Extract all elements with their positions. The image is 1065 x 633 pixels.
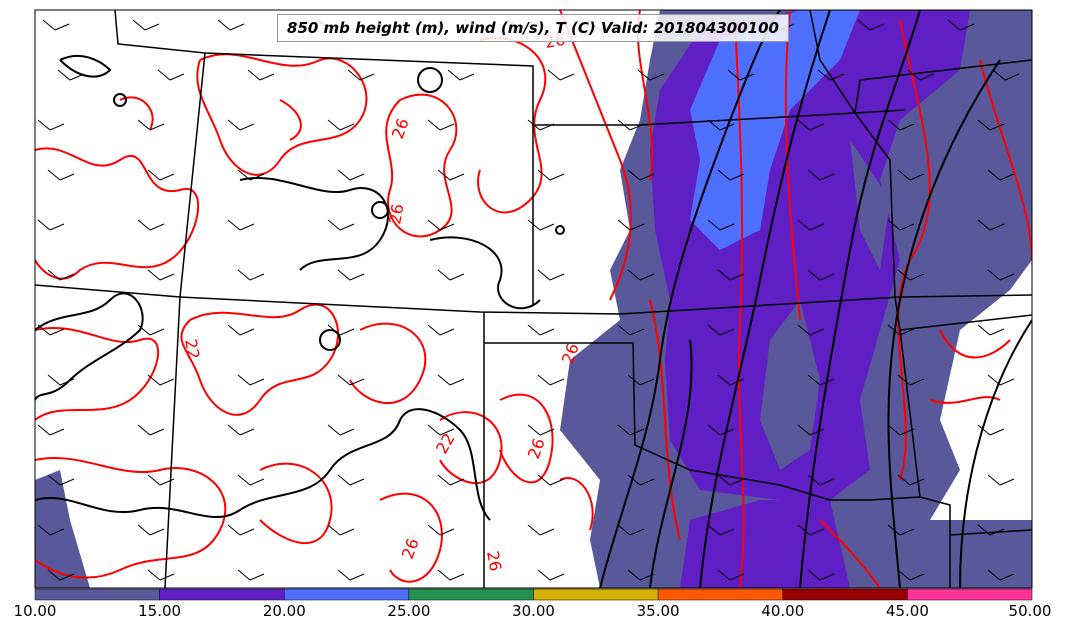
colorbar-segment xyxy=(907,588,1033,601)
colorbar-segment xyxy=(533,588,659,601)
shading-10-15-inner xyxy=(760,300,820,470)
contour-label: 26 xyxy=(385,202,407,225)
shading-20-25 xyxy=(690,10,860,250)
colorbar-tick-label: 40.00 xyxy=(761,602,805,620)
colorbar-tick-label: 50.00 xyxy=(1008,602,1052,620)
shading-10-15-inner2 xyxy=(850,140,890,270)
contour-label: 22 xyxy=(181,337,203,360)
colorbar-tick-label: 15.00 xyxy=(138,602,182,620)
colorbar-tick-label: 20.00 xyxy=(262,602,306,620)
colorbar-segment xyxy=(657,588,783,601)
colorbar-tick-label: 45.00 xyxy=(885,602,929,620)
colorbar-segment xyxy=(408,588,534,601)
height-contours xyxy=(35,10,1032,588)
colorbar-tick-label: 10.00 xyxy=(13,602,57,620)
colorbar-tick-label: 25.00 xyxy=(387,602,431,620)
shading-10-15-west xyxy=(35,470,90,588)
contour-label: 26 xyxy=(483,549,505,572)
colorbar-segment xyxy=(159,588,285,601)
colorbar-segment xyxy=(782,588,908,601)
colorbar-tick-label: 35.00 xyxy=(636,602,680,620)
state-borders xyxy=(35,10,1032,588)
temperature-contours xyxy=(35,10,1032,588)
map-title: 850 mb height (m), wind (m/s), T (C) Val… xyxy=(277,14,789,42)
colorbar-segment xyxy=(34,588,160,601)
map-frame xyxy=(34,9,1033,589)
colorbar-tick-label: 30.00 xyxy=(512,602,555,620)
colorbar xyxy=(34,588,1033,601)
colorbar-segment xyxy=(284,588,410,601)
